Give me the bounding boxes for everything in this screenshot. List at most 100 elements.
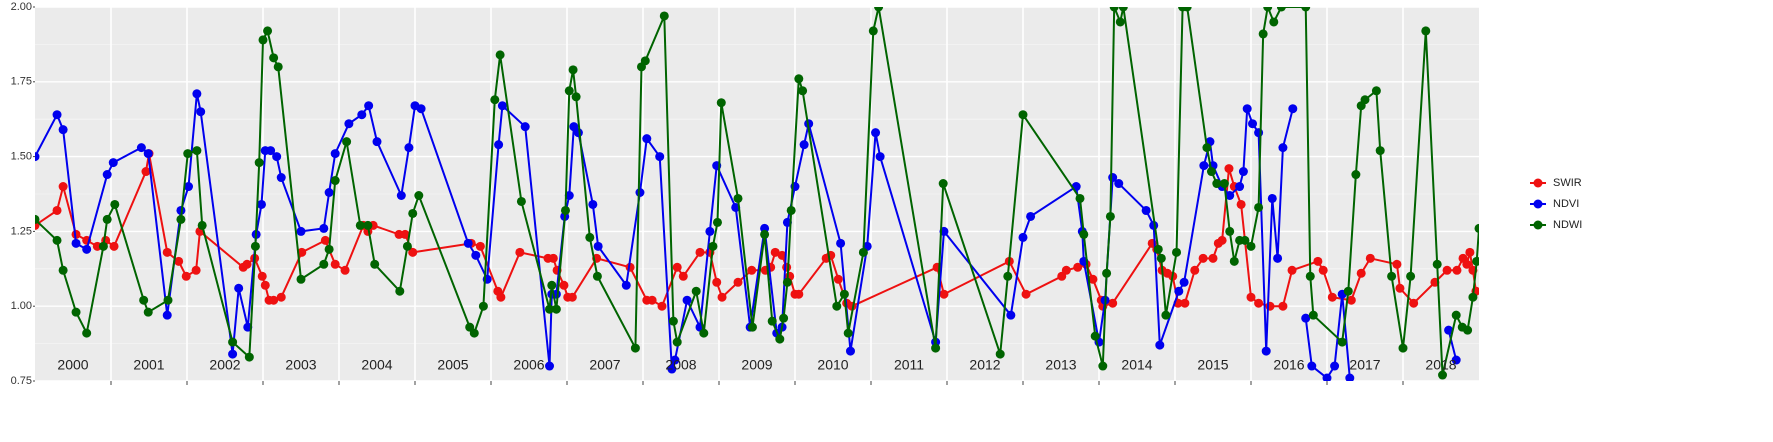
data-point (330, 259, 340, 269)
data-point (995, 349, 1005, 359)
legend-marker (1533, 220, 1543, 230)
data-point (102, 214, 112, 224)
data-point (1190, 265, 1200, 275)
series-line (1447, 329, 1458, 361)
data-point (1409, 298, 1419, 308)
data-point (1118, 7, 1128, 12)
data-point (1392, 259, 1402, 269)
data-point (1308, 310, 1318, 320)
data-point (1102, 268, 1112, 278)
data-point (1217, 235, 1227, 245)
legend-label: NDVI (1553, 198, 1579, 210)
year-label: 2018 (1425, 357, 1456, 373)
data-point (141, 167, 151, 177)
data-point (1345, 373, 1355, 381)
data-point (296, 226, 306, 236)
data-point (1452, 265, 1462, 275)
data-point (938, 179, 948, 189)
year-label: 2010 (817, 357, 848, 373)
data-point (871, 128, 881, 138)
data-point (35, 214, 40, 224)
year-label: 2013 (1045, 357, 1076, 373)
data-point (1224, 164, 1234, 174)
data-point (1351, 170, 1361, 180)
data-point (494, 140, 504, 150)
data-point (1155, 340, 1165, 350)
data-point (254, 158, 264, 168)
data-point (143, 149, 153, 159)
data-point (545, 361, 555, 371)
data-point (868, 26, 878, 36)
data-point (1261, 346, 1271, 356)
data-point (1269, 17, 1279, 27)
year-label: 2002 (209, 357, 240, 373)
data-point (478, 301, 488, 311)
data-point (592, 271, 602, 281)
data-point (416, 104, 426, 114)
data-point (52, 235, 62, 245)
data-point (1263, 7, 1273, 12)
data-point (266, 146, 276, 156)
data-point (1248, 119, 1258, 129)
data-point (630, 343, 640, 353)
data-point (1337, 337, 1347, 347)
data-point (184, 182, 194, 192)
data-point (794, 74, 804, 84)
data-point (564, 190, 574, 200)
data-point (1468, 292, 1478, 302)
data-point (1090, 331, 1100, 341)
data-point (82, 328, 92, 338)
data-point (1153, 244, 1163, 254)
data-point (228, 349, 238, 359)
data-point (197, 220, 207, 230)
data-point (1156, 253, 1166, 263)
data-point (355, 220, 365, 230)
data-point (324, 188, 334, 198)
data-point (408, 208, 418, 218)
data-point (1246, 292, 1256, 302)
data-point (497, 101, 507, 111)
data-point (1273, 253, 1283, 263)
data-point (1141, 205, 1151, 215)
year-label: 2007 (589, 357, 620, 373)
data-point (770, 247, 780, 257)
data-point (143, 307, 153, 317)
data-point (1462, 259, 1472, 269)
data-point (593, 241, 603, 251)
data-point (657, 301, 667, 311)
data-point (1444, 325, 1454, 335)
data-point (1180, 298, 1190, 308)
data-point (1463, 325, 1473, 335)
data-point (655, 152, 665, 162)
data-point (1018, 232, 1028, 242)
data-point (1267, 193, 1277, 203)
year-label: 2011 (894, 357, 924, 373)
data-point (110, 199, 120, 209)
data-point (414, 190, 424, 200)
data-point (1219, 179, 1229, 189)
series-line (1304, 294, 1351, 380)
data-point (1387, 271, 1397, 281)
data-point (798, 86, 808, 96)
year-label: 2006 (513, 357, 544, 373)
data-point (257, 271, 267, 281)
data-point (1307, 361, 1317, 371)
data-point (760, 229, 770, 239)
legend-label: SWIR (1553, 177, 1582, 189)
data-point (1073, 262, 1083, 272)
data-point (109, 241, 119, 251)
data-point (1322, 373, 1332, 381)
data-point (342, 137, 352, 147)
data-point (1114, 179, 1124, 189)
data-point (176, 214, 186, 224)
data-point (642, 134, 652, 144)
data-point (108, 158, 118, 168)
data-point (767, 316, 777, 326)
data-point (1003, 271, 1013, 281)
data-point (1287, 265, 1297, 275)
data-point (250, 241, 260, 251)
data-point (324, 244, 334, 254)
data-point (708, 241, 718, 251)
data-point (1472, 256, 1479, 266)
legend-label: NDWI (1553, 219, 1582, 231)
